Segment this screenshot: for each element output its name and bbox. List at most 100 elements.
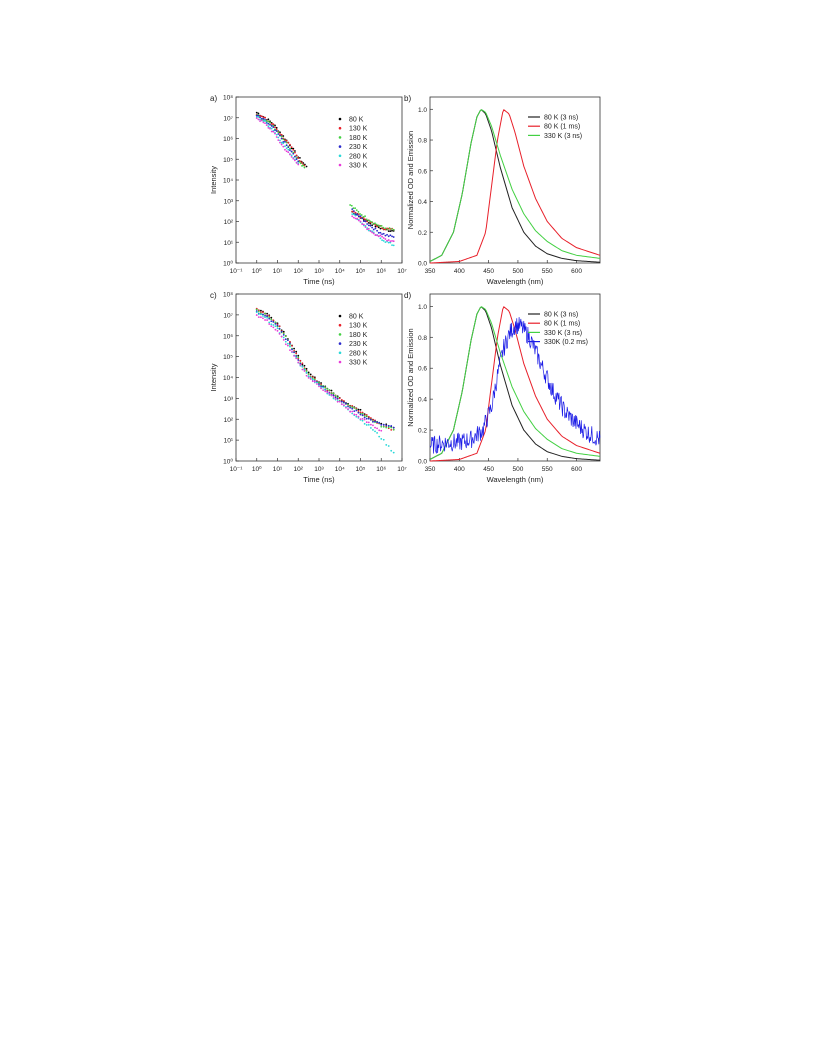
x-tick-label: 10⁷ xyxy=(397,268,407,275)
data-point xyxy=(349,410,352,413)
data-point xyxy=(275,130,278,132)
data-point xyxy=(361,419,364,422)
data-point xyxy=(316,381,318,384)
legend-entry: 80 K (3 ns) xyxy=(544,115,578,122)
data-point xyxy=(326,388,329,390)
data-point xyxy=(379,237,382,240)
data-point xyxy=(291,350,293,353)
data-point xyxy=(345,406,347,409)
data-point xyxy=(260,119,263,122)
data-point xyxy=(365,218,368,221)
data-point xyxy=(279,131,281,134)
series-line xyxy=(429,108,601,264)
data-point xyxy=(369,224,372,227)
y-tick-label: 10⁸ xyxy=(223,292,233,299)
data-point xyxy=(353,410,356,413)
panel-label: a) xyxy=(210,94,217,103)
data-point xyxy=(259,118,261,121)
data-point xyxy=(352,216,355,219)
data-point xyxy=(287,151,290,154)
data-point xyxy=(354,217,357,220)
data-point xyxy=(391,229,393,232)
data-point xyxy=(275,136,278,138)
data-point xyxy=(284,148,286,151)
data-point xyxy=(353,407,356,409)
data-point xyxy=(390,425,393,427)
data-point xyxy=(295,350,298,353)
data-point xyxy=(375,223,378,226)
series-330-k xyxy=(255,117,395,243)
data-point xyxy=(320,382,322,384)
legend-entry: 330K (0.2 ms) xyxy=(544,339,588,346)
data-point xyxy=(354,207,357,210)
legend-entry: 330 K xyxy=(349,163,368,170)
data-point xyxy=(359,213,361,215)
data-point xyxy=(311,378,314,381)
data-point xyxy=(330,389,333,392)
legend-marker xyxy=(338,117,342,121)
data-point xyxy=(336,397,339,400)
data-point xyxy=(362,216,365,218)
data-point xyxy=(379,234,382,237)
legend-entry: 330 K (3 ns) xyxy=(544,330,582,337)
data-point xyxy=(359,413,362,416)
x-tick-label: 10³ xyxy=(314,466,324,473)
data-point xyxy=(379,231,382,234)
y-tick-label: 0.8 xyxy=(418,335,427,342)
data-point xyxy=(274,328,277,331)
data-point xyxy=(376,427,378,430)
data-point xyxy=(387,241,390,244)
data-point xyxy=(366,223,369,225)
y-tick-label: 10⁵ xyxy=(223,157,233,164)
data-point xyxy=(377,224,380,227)
data-point xyxy=(355,413,358,416)
data-point xyxy=(279,141,281,144)
data-point xyxy=(328,392,331,395)
data-point xyxy=(334,394,337,397)
data-point xyxy=(272,319,275,322)
data-point xyxy=(349,204,352,206)
y-axis-label: Normalized OD and Emission xyxy=(406,328,415,426)
plot-frame xyxy=(429,96,601,264)
data-point xyxy=(338,400,341,403)
data-point xyxy=(381,235,383,238)
x-tick-label: 10⁶ xyxy=(376,466,386,473)
y-tick-label: 10⁰ xyxy=(223,458,233,466)
data-point xyxy=(364,220,367,223)
data-point xyxy=(282,332,285,335)
legend-entry: 130 K xyxy=(349,126,368,133)
x-tick-label: 450 xyxy=(483,268,494,275)
legend-entry: 280 K xyxy=(349,350,368,357)
data-point xyxy=(299,363,302,366)
data-point xyxy=(303,166,306,169)
data-point xyxy=(292,152,295,155)
data-point xyxy=(285,141,288,144)
panel-d: 350 400 450 500 550 600 0.0 0.2 0.4 0.6 0.8 1.0 Wave… xyxy=(404,291,601,484)
x-tick-label: 10⁴ xyxy=(335,268,345,275)
data-point xyxy=(255,308,258,311)
data-point xyxy=(299,360,302,362)
data-point xyxy=(384,238,387,240)
y-tick-label: 0.8 xyxy=(418,138,427,145)
series-line xyxy=(429,306,601,460)
legend-entry: 80 K (3 ns) xyxy=(544,312,578,319)
data-point xyxy=(282,338,285,341)
data-point xyxy=(382,237,385,239)
data-point xyxy=(318,381,320,384)
legend-marker xyxy=(338,314,342,318)
data-point xyxy=(297,361,300,364)
data-point xyxy=(264,122,266,125)
x-tick-label: 10⁶ xyxy=(376,268,386,275)
data-point xyxy=(354,214,357,217)
data-point xyxy=(384,227,387,230)
data-point xyxy=(265,120,268,122)
data-point xyxy=(372,420,374,423)
data-point xyxy=(290,154,293,157)
data-point xyxy=(349,406,352,409)
data-point xyxy=(295,154,298,157)
data-point xyxy=(267,126,270,129)
data-point xyxy=(372,228,375,231)
data-point xyxy=(284,139,286,142)
data-point xyxy=(294,155,296,158)
data-point xyxy=(372,424,374,427)
